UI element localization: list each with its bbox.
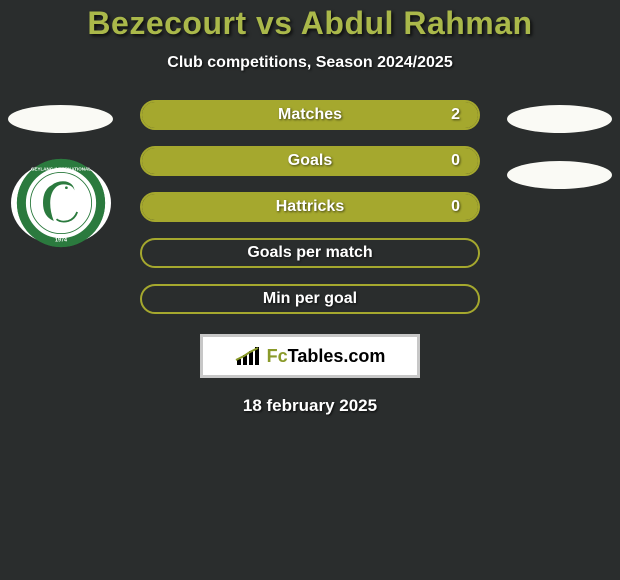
stat-value: 0: [451, 198, 460, 216]
player2-column: [507, 100, 612, 189]
logo-text: FcTables.com: [267, 346, 386, 367]
date-label: 18 february 2025: [243, 396, 377, 416]
stat-value: 2: [451, 106, 460, 124]
stat-label: Hattricks: [276, 198, 344, 216]
player1-placeholder-ellipse: [8, 105, 113, 133]
stats-column: Matches 2 Goals 0 Hattricks 0 Goals per match M…: [140, 100, 480, 314]
source-logo: FcTables.com: [200, 334, 420, 378]
bar-chart-icon: [235, 345, 261, 367]
stat-label: Matches: [278, 106, 342, 124]
stat-bar-goals-per-match: Goals per match: [140, 238, 480, 268]
player1-club-badge: GEYLANG INTERNATIONAL 1974: [11, 161, 111, 245]
logo-prefix: Fc: [267, 346, 288, 366]
infographic-root: Bezecourt vs Abdul Rahman Club competiti…: [0, 0, 620, 416]
stat-label: Goals per match: [247, 244, 372, 262]
svg-text:1974: 1974: [55, 238, 67, 244]
stat-bar-goals: Goals 0: [140, 146, 480, 176]
player2-placeholder-ellipse-2: [507, 161, 612, 189]
stat-label: Min per goal: [263, 290, 357, 308]
stat-label: Goals: [288, 152, 332, 170]
club-crest-icon: GEYLANG INTERNATIONAL 1974: [16, 158, 106, 248]
content-row: GEYLANG INTERNATIONAL 1974 Matches 2 Goals…: [0, 100, 620, 314]
stat-bar-min-per-goal: Min per goal: [140, 284, 480, 314]
player1-column: GEYLANG INTERNATIONAL 1974: [8, 100, 113, 245]
page-subtitle: Club competitions, Season 2024/2025: [167, 54, 452, 72]
logo-suffix: Tables.com: [288, 346, 386, 366]
page-title: Bezecourt vs Abdul Rahman: [87, 5, 532, 42]
player2-placeholder-ellipse-1: [507, 105, 612, 133]
stat-bar-hattricks: Hattricks 0: [140, 192, 480, 222]
stat-value: 0: [451, 152, 460, 170]
svg-text:GEYLANG INTERNATIONAL: GEYLANG INTERNATIONAL: [31, 167, 91, 172]
stat-bar-matches: Matches 2: [140, 100, 480, 130]
